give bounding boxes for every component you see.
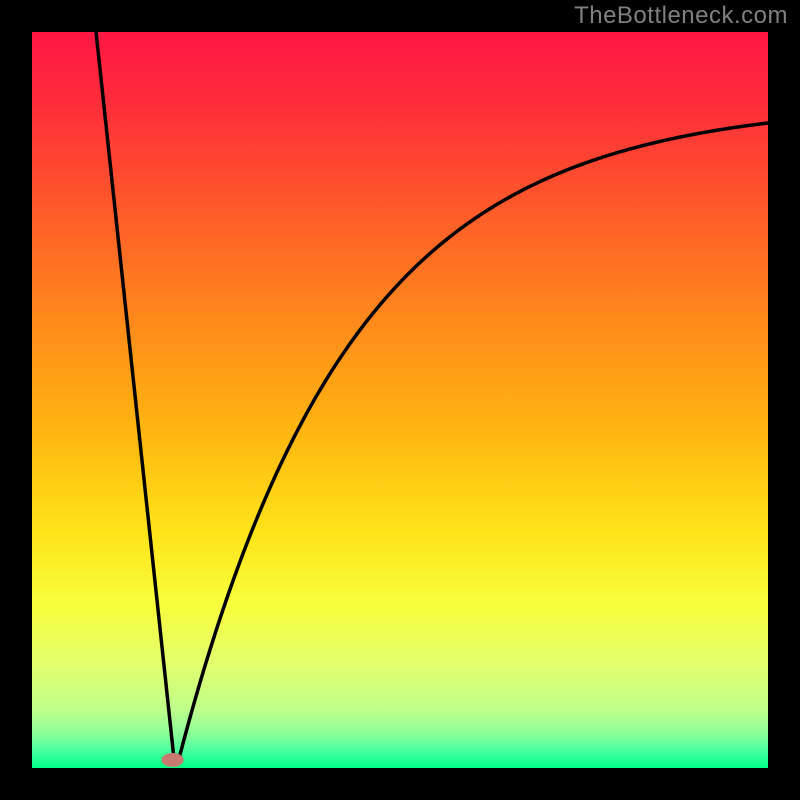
chart-svg [32,32,768,768]
chart-root: TheBottleneck.com [0,0,800,800]
nadir-marker [162,753,184,767]
plot-area [32,32,768,768]
watermark-label: TheBottleneck.com [574,2,788,30]
